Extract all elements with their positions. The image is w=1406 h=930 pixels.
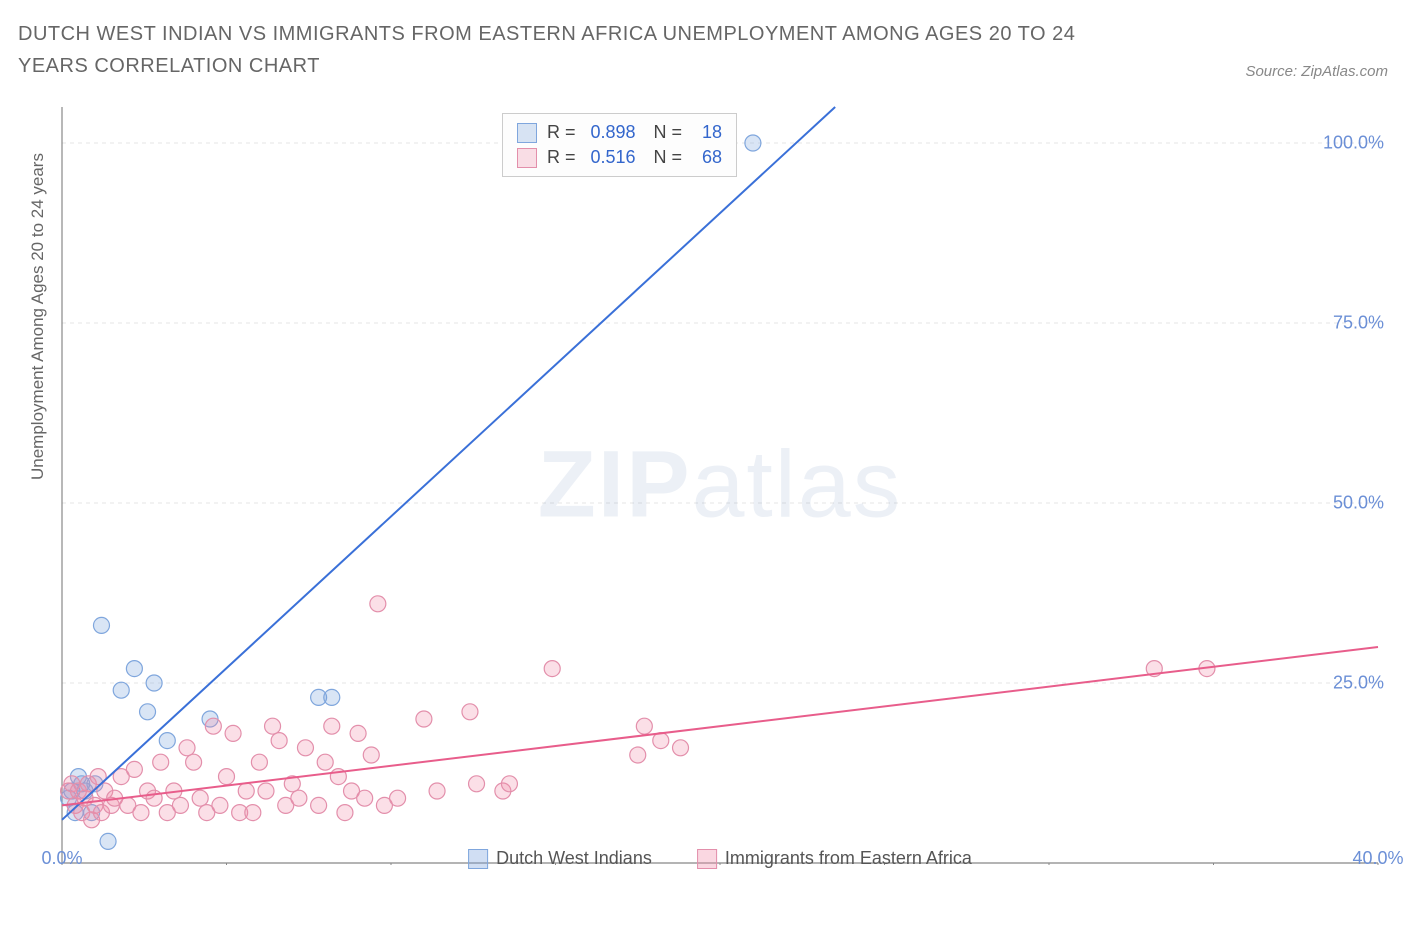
legend-item: Immigrants from Eastern Africa	[697, 848, 972, 869]
plot-area: ZIPatlas R =0.898 N =18R =0.516 N =68 25…	[60, 105, 1380, 865]
stats-row: R =0.516 N =68	[517, 145, 722, 170]
x-tick-label: 0.0%	[41, 848, 82, 869]
y-tick-label: 100.0%	[1323, 133, 1384, 154]
y-tick-label: 50.0%	[1333, 493, 1384, 514]
chart-title: DUTCH WEST INDIAN VS IMMIGRANTS FROM EAS…	[18, 18, 1118, 82]
legend-swatch-icon	[697, 849, 717, 869]
legend-label: Immigrants from Eastern Africa	[725, 848, 972, 869]
legend: Dutch West Indians Immigrants from Easter…	[468, 848, 972, 869]
source-label: Source: ZipAtlas.com	[1245, 63, 1388, 80]
stats-swatch-icon	[517, 123, 537, 143]
chart-svg	[60, 105, 1380, 865]
legend-label: Dutch West Indians	[496, 848, 652, 869]
stats-swatch-icon	[517, 148, 537, 168]
legend-item: Dutch West Indians	[468, 848, 652, 869]
x-tick-label: 40.0%	[1352, 848, 1403, 869]
stats-row: R =0.898 N =18	[517, 120, 722, 145]
legend-swatch-icon	[468, 849, 488, 869]
y-tick-label: 75.0%	[1333, 313, 1384, 334]
y-axis-label: Unemployment Among Ages 20 to 24 years	[28, 153, 48, 480]
y-tick-label: 25.0%	[1333, 673, 1384, 694]
correlation-stats-box: R =0.898 N =18R =0.516 N =68	[502, 113, 737, 177]
